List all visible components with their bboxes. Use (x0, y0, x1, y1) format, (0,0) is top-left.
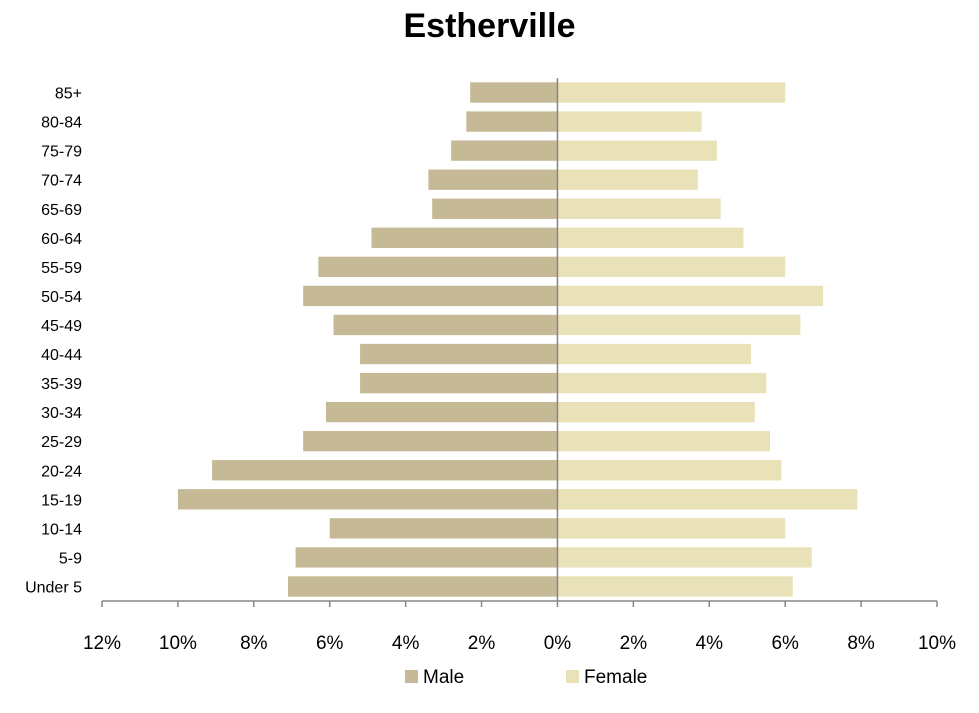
y-tick-label: 55-59 (41, 260, 82, 277)
y-tick-label: 60-64 (41, 231, 82, 248)
bar-male-10-14 (329, 518, 558, 539)
x-tick-label: 8% (240, 633, 268, 654)
x-tick-label: 10% (918, 633, 956, 654)
x-tick-label: 8% (847, 633, 875, 654)
bar-female-20-24 (557, 460, 782, 481)
bar-female-75-79 (557, 140, 717, 161)
legend-label-male: Male (423, 667, 464, 688)
bar-male-35-39 (360, 372, 558, 394)
bar-female-25-29 (557, 431, 770, 452)
y-tick-label: 75-79 (41, 144, 82, 161)
bars-layer (177, 82, 858, 597)
y-tick-label: 85+ (55, 86, 82, 103)
y-tick-label: 65-69 (41, 202, 82, 219)
bar-male-55-59 (318, 256, 558, 278)
bar-male-5-9 (295, 547, 558, 568)
x-tick-label: 0% (544, 633, 572, 654)
bar-male-65-69 (432, 198, 558, 219)
bar-male-20-24 (212, 460, 558, 481)
y-tick-label: 15-19 (41, 492, 82, 509)
bar-female-under-5 (557, 576, 793, 597)
bar-male-45-49 (333, 314, 558, 336)
bar-female-80-84 (557, 111, 702, 132)
y-tick-label: 35-39 (41, 376, 82, 393)
bar-female-40-44 (557, 343, 752, 365)
bar-female-15-19 (557, 489, 858, 510)
bar-female-45-49 (557, 314, 801, 336)
bar-male-under-5 (287, 576, 558, 597)
x-tick-label: 4% (696, 633, 724, 654)
y-tick-label: 70-74 (41, 173, 82, 190)
x-tick-label: 10% (159, 633, 197, 654)
bar-male-50-54 (303, 285, 558, 307)
x-tick-label: 6% (316, 633, 344, 654)
bar-female-30-34 (557, 401, 755, 423)
x-tick-label: 2% (468, 633, 496, 654)
bar-female-85+ (557, 82, 786, 103)
bar-male-85+ (470, 82, 558, 103)
bar-female-5-9 (557, 547, 812, 568)
y-tick-label: 40-44 (41, 347, 82, 364)
legend-label-female: Female (584, 667, 647, 688)
bar-female-35-39 (557, 372, 767, 394)
x-tick-label: 6% (771, 633, 799, 654)
bar-female-65-69 (557, 198, 721, 219)
bar-female-70-74 (557, 169, 698, 190)
bar-male-60-64 (371, 227, 558, 248)
y-tick-label: Under 5 (25, 579, 82, 596)
y-tick-label: 5-9 (59, 550, 82, 567)
axis-layer (101, 78, 938, 607)
y-tick-label: 10-14 (41, 521, 82, 538)
bar-female-10-14 (557, 518, 786, 539)
chart-title: Estherville (403, 7, 576, 45)
legend-swatch-female (566, 670, 579, 683)
bar-male-40-44 (360, 343, 558, 365)
x-tick-label: 2% (620, 633, 648, 654)
x-tick-label: 12% (83, 633, 121, 654)
bar-male-70-74 (428, 169, 558, 190)
y-tick-label: 50-54 (41, 289, 82, 306)
bar-male-15-19 (177, 489, 558, 510)
legend-swatch-male (405, 670, 418, 683)
bar-male-75-79 (451, 140, 558, 161)
y-tick-label: 30-34 (41, 405, 82, 422)
y-tick-label: 45-49 (41, 318, 82, 335)
bar-female-55-59 (557, 256, 786, 278)
x-tick-label: 4% (392, 633, 420, 654)
bar-male-80-84 (466, 111, 558, 132)
bar-female-60-64 (557, 227, 744, 248)
y-tick-label: 25-29 (41, 434, 82, 451)
bar-male-25-29 (303, 431, 558, 452)
y-tick-label: 20-24 (41, 463, 82, 480)
y-tick-label: 80-84 (41, 115, 82, 132)
bar-male-30-34 (325, 401, 558, 423)
labels-layer: Under 5 5-9 10-14 15-19 20-24 25-29 30-34 35-39… (25, 86, 956, 654)
legend: Male Female (405, 667, 647, 688)
bar-female-50-54 (557, 285, 824, 307)
